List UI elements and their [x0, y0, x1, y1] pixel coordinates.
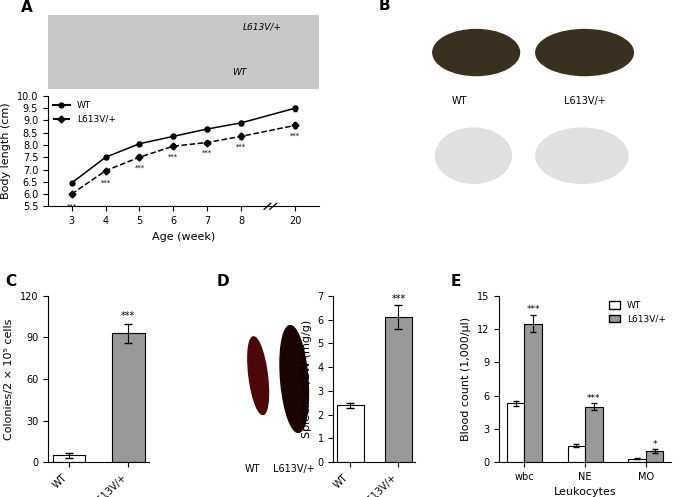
Bar — [585, 407, 603, 462]
Text: L613V/+: L613V/+ — [564, 95, 606, 105]
Text: WT: WT — [245, 464, 260, 474]
Text: ***: *** — [290, 133, 300, 139]
Bar — [525, 324, 542, 462]
X-axis label: Leukocytes: Leukocytes — [554, 488, 616, 497]
Text: WT: WT — [232, 68, 247, 77]
Ellipse shape — [536, 128, 628, 183]
Text: E: E — [451, 274, 461, 289]
Text: WT: WT — [452, 194, 468, 203]
Legend: WT, L613V/+: WT, L613V/+ — [50, 98, 119, 127]
Text: ***: *** — [202, 150, 212, 156]
Ellipse shape — [536, 29, 634, 76]
Text: C: C — [5, 274, 16, 289]
Text: L613V/+: L613V/+ — [273, 464, 315, 474]
Text: ***: *** — [121, 311, 136, 322]
Text: ***: *** — [169, 154, 178, 160]
Text: *: * — [652, 440, 657, 449]
Ellipse shape — [248, 337, 269, 414]
Bar — [568, 446, 585, 462]
Text: D: D — [216, 274, 229, 289]
FancyBboxPatch shape — [48, 15, 319, 88]
Bar — [628, 459, 646, 462]
Bar — [385, 317, 412, 462]
Bar — [112, 333, 145, 462]
Text: L613V/+: L613V/+ — [558, 194, 600, 203]
Y-axis label: Body length (cm): Body length (cm) — [1, 103, 11, 199]
Y-axis label: Blood count (1,000/μl): Blood count (1,000/μl) — [461, 317, 471, 441]
Y-axis label: Spleen wt/BW (mg/g): Spleen wt/BW (mg/g) — [302, 320, 312, 438]
Text: ***: *** — [527, 305, 540, 314]
Text: A: A — [21, 0, 33, 15]
Text: ***: *** — [101, 179, 110, 185]
Bar — [53, 455, 85, 462]
Bar — [646, 451, 664, 462]
Text: ***: *** — [587, 394, 601, 403]
Text: ***: *** — [134, 165, 145, 170]
Ellipse shape — [433, 29, 519, 76]
Ellipse shape — [436, 128, 512, 183]
Text: ***: *** — [66, 203, 77, 209]
Y-axis label: Colonies/2 × 10⁵ cells: Colonies/2 × 10⁵ cells — [4, 318, 14, 440]
X-axis label: Age (week): Age (week) — [152, 232, 215, 242]
Legend: WT, L613V/+: WT, L613V/+ — [606, 298, 669, 328]
Text: ***: *** — [391, 294, 406, 304]
Bar — [337, 405, 364, 462]
Ellipse shape — [280, 326, 308, 432]
Bar — [507, 404, 525, 462]
Text: L613V/+: L613V/+ — [243, 23, 282, 32]
Text: ***: *** — [236, 144, 246, 150]
Text: WT: WT — [452, 95, 468, 105]
Text: B: B — [379, 0, 390, 13]
